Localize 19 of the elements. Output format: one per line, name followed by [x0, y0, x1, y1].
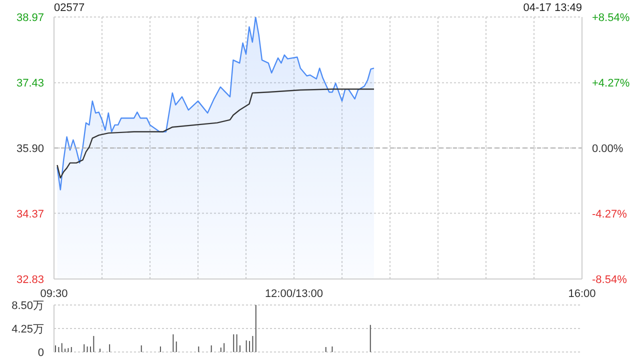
- x-tick-label: 16:00: [568, 288, 596, 300]
- y-tick-label: 32.83: [16, 274, 44, 286]
- y2-tick-label: -4.27%: [592, 208, 628, 220]
- y2-tick-label: -8.54%: [592, 274, 628, 286]
- x-tick-label: 09:30: [40, 288, 68, 300]
- y-tick-label: 0: [38, 347, 44, 359]
- y-tick-label: 34.37: [16, 208, 44, 220]
- y2-tick-label: 0.00%: [592, 143, 624, 155]
- y-tick-label: 4.25万: [12, 324, 44, 336]
- chart-subtitle: 04-17 13:49: [523, 2, 582, 14]
- x-tick-label: 12:00/13:00: [264, 288, 324, 300]
- y2-tick-label: +4.27%: [592, 78, 630, 90]
- y-tick-label: 37.43: [16, 78, 44, 90]
- y-tick-label: 8.50万: [12, 300, 44, 312]
- line-series: [56, 88, 375, 178]
- y-tick-label: 38.97: [16, 12, 44, 24]
- y2-tick-label: +8.54%: [592, 12, 630, 24]
- chart-title: 02577: [54, 2, 85, 14]
- y-tick-label: 35.90: [16, 143, 44, 155]
